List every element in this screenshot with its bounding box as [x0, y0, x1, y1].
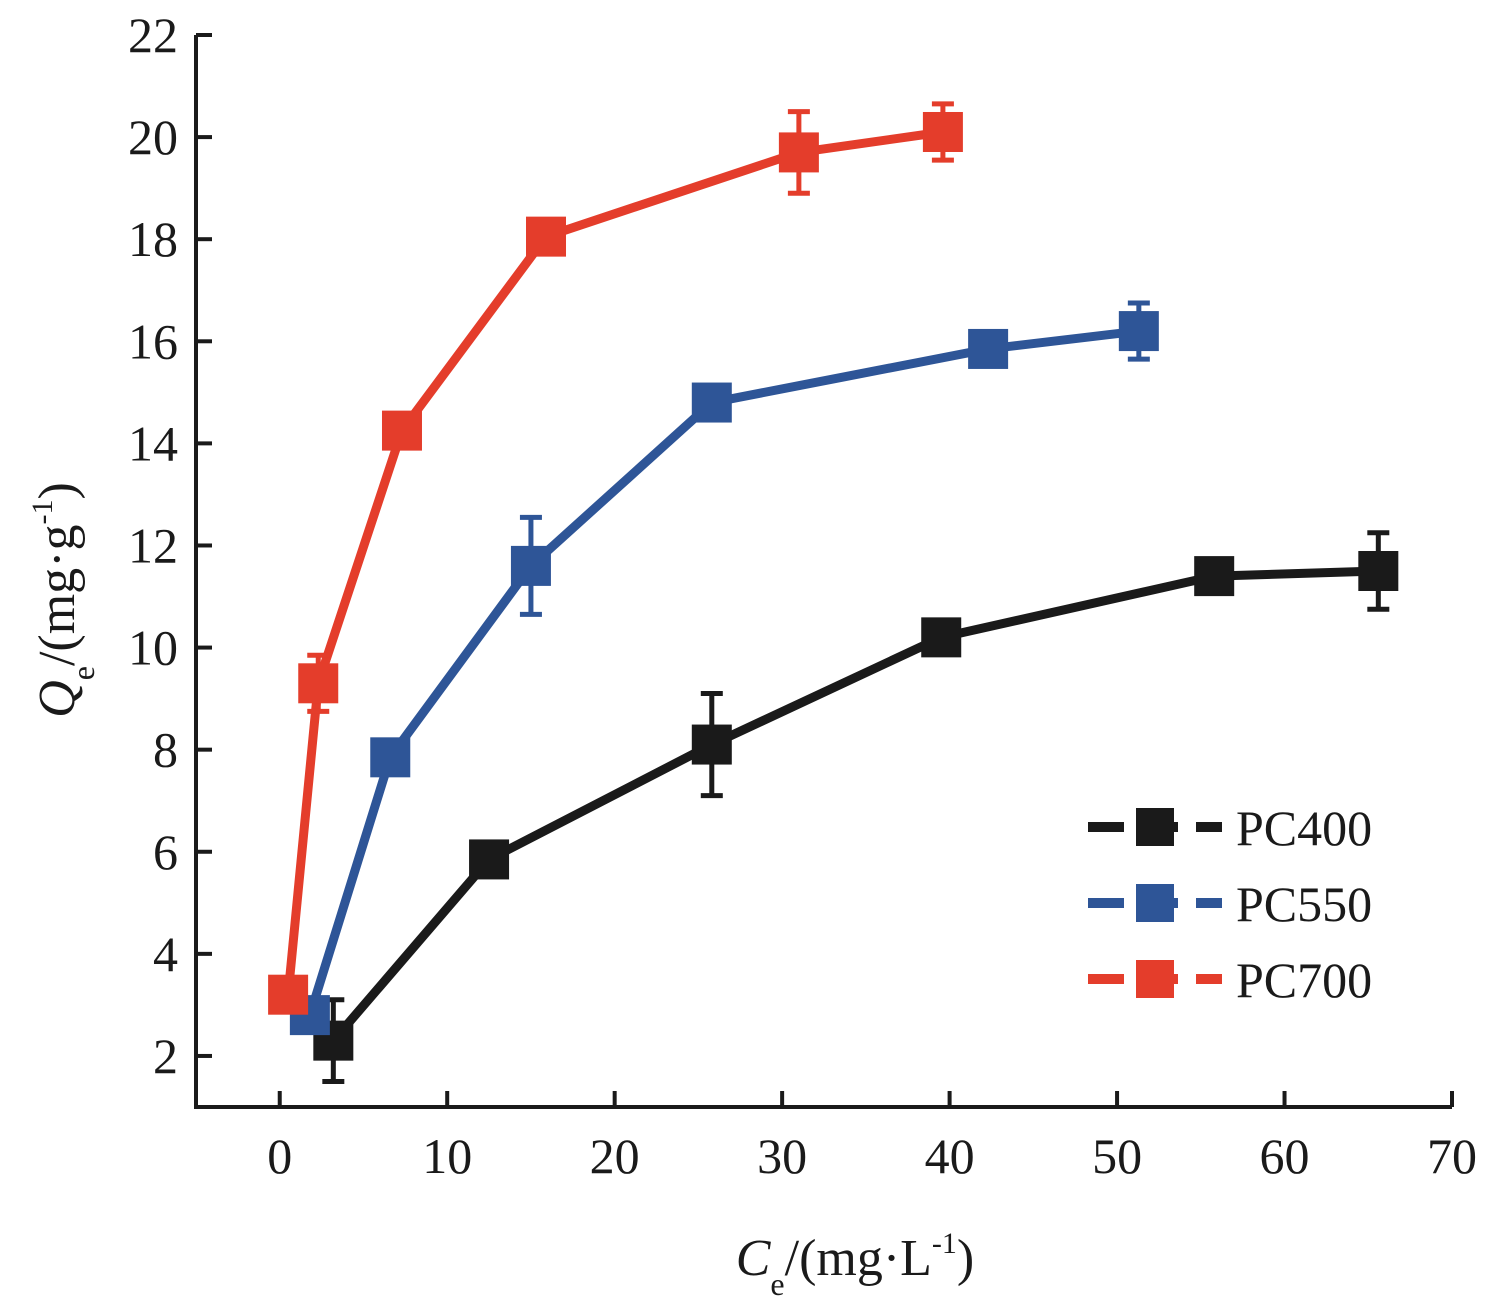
data-point: [469, 839, 510, 880]
data-point: [922, 111, 963, 152]
data-point: [1194, 556, 1235, 597]
data-point: [298, 663, 339, 704]
y-tick-label: 16: [128, 313, 178, 369]
data-point: [921, 617, 962, 658]
data-point: [268, 974, 309, 1015]
data-point: [778, 132, 819, 173]
x-tick-label: 10: [422, 1128, 472, 1184]
data-point: [691, 382, 732, 423]
y-tick-label: 4: [153, 926, 178, 982]
x-tick-label: 50: [1092, 1128, 1142, 1184]
y-tick-label: 2: [153, 1028, 178, 1084]
legend-marker: [1136, 884, 1174, 922]
data-point: [1358, 551, 1399, 591]
y-tick-label: 14: [128, 415, 178, 471]
y-tick-label: 20: [128, 109, 178, 165]
series-line: [329, 566, 1379, 1044]
y-tick-label: 18: [128, 211, 178, 267]
data-point: [510, 545, 551, 586]
data-point: [381, 410, 422, 451]
legend-item-pc700: PC700: [1088, 952, 1372, 1008]
x-tick-label: 0: [267, 1128, 292, 1184]
legend-item-pc550: PC550: [1088, 876, 1372, 932]
data-point: [1118, 311, 1159, 352]
x-tick-label: 30: [757, 1128, 807, 1184]
legend-label: PC700: [1236, 952, 1372, 1008]
data-point: [370, 737, 411, 778]
y-axis-title: Qe/(mg·g-1): [26, 482, 101, 718]
series-pc400: [313, 530, 1399, 1084]
x-tick-label: 40: [925, 1128, 975, 1184]
legend-marker: [1136, 960, 1174, 998]
x-tick-label: 60: [1260, 1128, 1310, 1184]
x-tick-label: 70: [1427, 1128, 1477, 1184]
data-point: [968, 328, 1009, 369]
data-point: [691, 724, 732, 765]
series-line: [305, 326, 1140, 1017]
legend-item-pc400: PC400: [1088, 800, 1372, 856]
data-point: [526, 216, 567, 257]
legend-label: PC400: [1236, 800, 1372, 856]
y-tick-label: 22: [128, 7, 178, 63]
series-pc700: [268, 101, 963, 1015]
series-line: [283, 127, 944, 996]
x-axis-title: Ce/(mg·L-1): [736, 1227, 975, 1299]
y-tick-label: 12: [128, 517, 178, 573]
legend-label: PC550: [1236, 876, 1372, 932]
y-tick-label: 10: [128, 620, 178, 676]
y-tick-label: 6: [153, 824, 178, 880]
y-tick-label: 8: [153, 722, 178, 778]
x-tick-label: 20: [590, 1128, 640, 1184]
legend-marker: [1136, 808, 1174, 846]
